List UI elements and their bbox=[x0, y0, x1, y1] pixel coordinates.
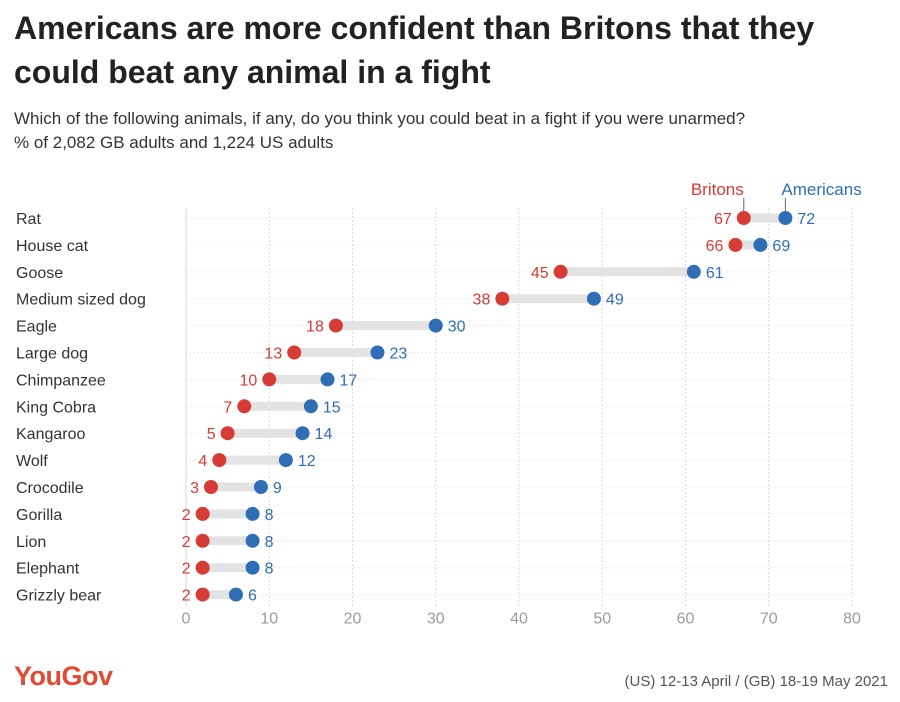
americans-value-label: 69 bbox=[772, 238, 790, 255]
fieldwork-dates: (US) 12-13 April / (GB) 18-19 May 2021 bbox=[624, 673, 888, 690]
americans-value-label: 8 bbox=[265, 561, 274, 578]
category-label: Grizzly bear bbox=[16, 588, 102, 605]
britons-value-label: 66 bbox=[706, 238, 724, 255]
americans-value-label: 9 bbox=[273, 480, 282, 497]
britons-value-label: 38 bbox=[473, 292, 491, 309]
americans-value-label: 8 bbox=[265, 507, 274, 524]
britons-point bbox=[328, 318, 343, 333]
americans-value-label: 30 bbox=[448, 319, 466, 336]
americans-value-label: 14 bbox=[315, 426, 333, 443]
x-tick-label: 50 bbox=[593, 611, 611, 628]
subtitle-sample: % of 2,082 GB adults and 1,224 US adults bbox=[14, 133, 334, 152]
category-label: Goose bbox=[16, 265, 63, 282]
americans-point bbox=[428, 318, 443, 333]
x-tick-label: 80 bbox=[843, 611, 861, 628]
americans-point bbox=[253, 480, 268, 494]
americans-point bbox=[245, 560, 260, 575]
britons-point bbox=[736, 211, 751, 225]
britons-point bbox=[553, 264, 568, 279]
category-label: Medium sized dog bbox=[16, 292, 146, 309]
britons-value-label: 2 bbox=[182, 507, 191, 524]
americans-value-label: 72 bbox=[797, 211, 815, 228]
britons-value-label: 2 bbox=[182, 561, 191, 578]
britons-point bbox=[287, 345, 302, 360]
americans-value-label: 6 bbox=[248, 588, 257, 605]
category-label: Chimpanzee bbox=[16, 372, 106, 389]
americans-point bbox=[320, 372, 335, 387]
britons-point bbox=[195, 587, 210, 602]
americans-point bbox=[370, 345, 385, 360]
britons-value-label: 4 bbox=[198, 453, 207, 470]
x-tick-label: 60 bbox=[677, 611, 695, 628]
britons-value-label: 7 bbox=[223, 399, 232, 416]
britons-value-label: 10 bbox=[239, 372, 257, 389]
americans-point bbox=[245, 506, 260, 521]
americans-point bbox=[303, 399, 318, 414]
x-tick-label: 70 bbox=[760, 611, 778, 628]
americans-value-label: 12 bbox=[298, 453, 316, 470]
americans-point bbox=[278, 453, 293, 468]
category-label: House cat bbox=[16, 238, 89, 255]
americans-value-label: 49 bbox=[606, 292, 624, 309]
americans-point bbox=[228, 587, 243, 602]
americans-value-label: 17 bbox=[340, 372, 358, 389]
legend-americans: Americans bbox=[781, 180, 861, 199]
category-label: Gorilla bbox=[16, 507, 62, 524]
category-label: Elephant bbox=[16, 561, 80, 578]
britons-value-label: 5 bbox=[207, 426, 216, 443]
americans-point bbox=[753, 237, 768, 252]
yougov-logo: YouGov bbox=[14, 661, 113, 691]
britons-value-label: 3 bbox=[190, 480, 199, 497]
americans-value-label: 8 bbox=[265, 534, 274, 551]
category-label: Kangaroo bbox=[16, 426, 85, 443]
category-label: Eagle bbox=[16, 319, 57, 336]
category-label: Wolf bbox=[16, 453, 48, 470]
americans-point bbox=[686, 264, 701, 279]
category-label: Rat bbox=[16, 211, 41, 228]
category-label: Crocodile bbox=[16, 480, 84, 497]
x-tick-label: 30 bbox=[427, 611, 445, 628]
britons-point bbox=[728, 237, 743, 252]
chart-title: Americans are more confident than Briton… bbox=[14, 10, 815, 90]
britons-value-label: 13 bbox=[264, 346, 282, 363]
britons-point bbox=[212, 453, 227, 468]
category-label: King Cobra bbox=[16, 399, 96, 416]
category-label: Lion bbox=[16, 534, 46, 551]
x-tick-label: 40 bbox=[510, 611, 528, 628]
britons-point bbox=[262, 372, 277, 387]
x-tick-label: 10 bbox=[260, 611, 278, 628]
britons-value-label: 2 bbox=[182, 534, 191, 551]
americans-point bbox=[586, 291, 601, 306]
britons-point bbox=[495, 291, 510, 306]
americans-point bbox=[295, 426, 310, 441]
britons-point bbox=[220, 426, 235, 441]
britons-point bbox=[203, 480, 218, 494]
x-tick-label: 0 bbox=[182, 611, 191, 628]
americans-value-label: 61 bbox=[706, 265, 724, 282]
britons-point bbox=[195, 506, 210, 521]
britons-value-label: 18 bbox=[306, 319, 324, 336]
britons-point bbox=[237, 399, 252, 414]
britons-value-label: 45 bbox=[531, 265, 549, 282]
britons-point bbox=[195, 560, 210, 575]
americans-point bbox=[245, 533, 260, 548]
britons-value-label: 67 bbox=[714, 211, 732, 228]
x-tick-label: 20 bbox=[344, 611, 362, 628]
britons-value-label: 2 bbox=[182, 588, 191, 605]
legend-britons: Britons bbox=[691, 180, 744, 199]
category-label: Large dog bbox=[16, 346, 88, 363]
americans-point bbox=[778, 211, 793, 225]
chart-subtitle: Which of the following animals, if any, … bbox=[14, 107, 884, 155]
americans-value-label: 23 bbox=[389, 346, 407, 363]
americans-value-label: 15 bbox=[323, 399, 341, 416]
britons-point bbox=[195, 533, 210, 548]
subtitle-question: Which of the following animals, if any, … bbox=[14, 109, 746, 128]
